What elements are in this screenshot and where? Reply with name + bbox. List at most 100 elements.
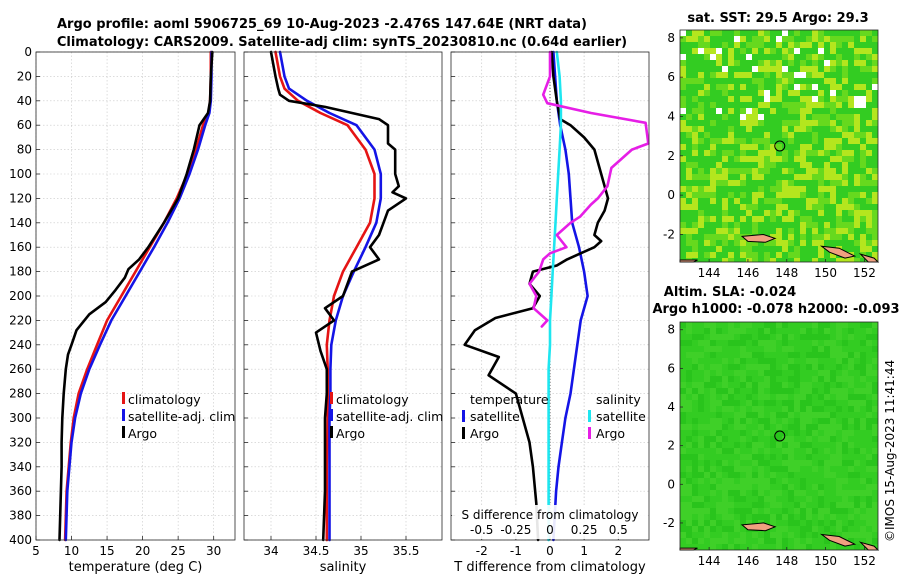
map-cell (734, 466, 740, 472)
map-cell (728, 424, 734, 430)
map-cell (812, 394, 818, 400)
map-cell (860, 48, 866, 54)
map-cell (698, 246, 704, 252)
map-cell (848, 466, 854, 472)
map-cell (854, 424, 860, 430)
map-cell (746, 388, 752, 394)
map-cell (740, 246, 746, 252)
map-cell (722, 234, 728, 240)
map-cell (866, 114, 872, 120)
map-cell (776, 388, 782, 394)
x-tick-label: 2 (614, 544, 622, 558)
map-cell (734, 508, 740, 514)
map-cell (782, 216, 788, 222)
map-cell (818, 364, 824, 370)
map-cell (848, 400, 854, 406)
map-cell (806, 490, 812, 496)
map-cell (680, 472, 686, 478)
legend-entry-temperature-argo: Argo (470, 426, 499, 441)
map-cell (734, 322, 740, 328)
map-cell (836, 84, 842, 90)
map-cell (788, 168, 794, 174)
map-cell (824, 174, 830, 180)
map-cell (728, 138, 734, 144)
map-cell (866, 502, 872, 508)
map-cell (722, 150, 728, 156)
map-cell (848, 490, 854, 496)
map-cell (830, 84, 836, 90)
map-cell (740, 502, 746, 508)
map-cell (710, 138, 716, 144)
map-cell (866, 90, 872, 96)
map-cell (728, 252, 734, 258)
map-cell (758, 252, 764, 258)
map-cell (740, 72, 746, 78)
x2-tick-label: 0 (546, 523, 554, 537)
map-cell (800, 394, 806, 400)
map-cell (758, 48, 764, 54)
map-cell (728, 508, 734, 514)
map-cell (872, 150, 878, 156)
map-cell (746, 400, 752, 406)
map-cell (782, 514, 788, 520)
map-cell (734, 240, 740, 246)
map-cell (806, 228, 812, 234)
map-cell (866, 496, 872, 502)
map-cell (692, 430, 698, 436)
map-cell (758, 496, 764, 502)
map-cell (848, 198, 854, 204)
map-cell (692, 246, 698, 252)
map-cell (698, 472, 704, 478)
map-cell (734, 186, 740, 192)
map-cell (818, 156, 824, 162)
map-cell (752, 364, 758, 370)
map-cell (776, 132, 782, 138)
map-cell (854, 246, 860, 252)
map-cell (866, 508, 872, 514)
map-cell (680, 442, 686, 448)
map-cell (854, 60, 860, 66)
map-cell (866, 78, 872, 84)
map-cell (794, 454, 800, 460)
map-cell (866, 210, 872, 216)
map-cell (854, 48, 860, 54)
map-cell (722, 484, 728, 490)
map-cell (728, 334, 734, 340)
map-cell (686, 478, 692, 484)
map-cell (872, 532, 878, 538)
map-cell (728, 114, 734, 120)
map-cell (746, 514, 752, 520)
map-cell (770, 192, 776, 198)
map-cell (794, 120, 800, 126)
map-cell (740, 210, 746, 216)
map-cell (710, 520, 716, 526)
map-cell (716, 478, 722, 484)
map-cell (722, 72, 728, 78)
map-cell (854, 352, 860, 358)
map-cell (830, 334, 836, 340)
land-mass (740, 522, 777, 532)
map-cell (716, 538, 722, 544)
map-cell (794, 418, 800, 424)
map-cell (740, 60, 746, 66)
map-cell (854, 328, 860, 334)
map-cell (710, 90, 716, 96)
map-cell (680, 138, 686, 144)
map-cell (860, 234, 866, 240)
map-cell (854, 472, 860, 478)
map-cell (788, 258, 794, 262)
map-cell (824, 258, 830, 262)
map-cell (734, 54, 740, 60)
map-cell (794, 96, 800, 102)
map-cell (740, 180, 746, 186)
map-cell (818, 340, 824, 346)
map-cell (848, 30, 854, 36)
map-cell (818, 204, 824, 210)
map-cell (710, 466, 716, 472)
map-cell (842, 72, 848, 78)
map-cell (824, 538, 830, 544)
map-cell (752, 544, 758, 550)
map-cell (740, 508, 746, 514)
map-cell (710, 108, 716, 114)
map-cell (836, 66, 842, 72)
